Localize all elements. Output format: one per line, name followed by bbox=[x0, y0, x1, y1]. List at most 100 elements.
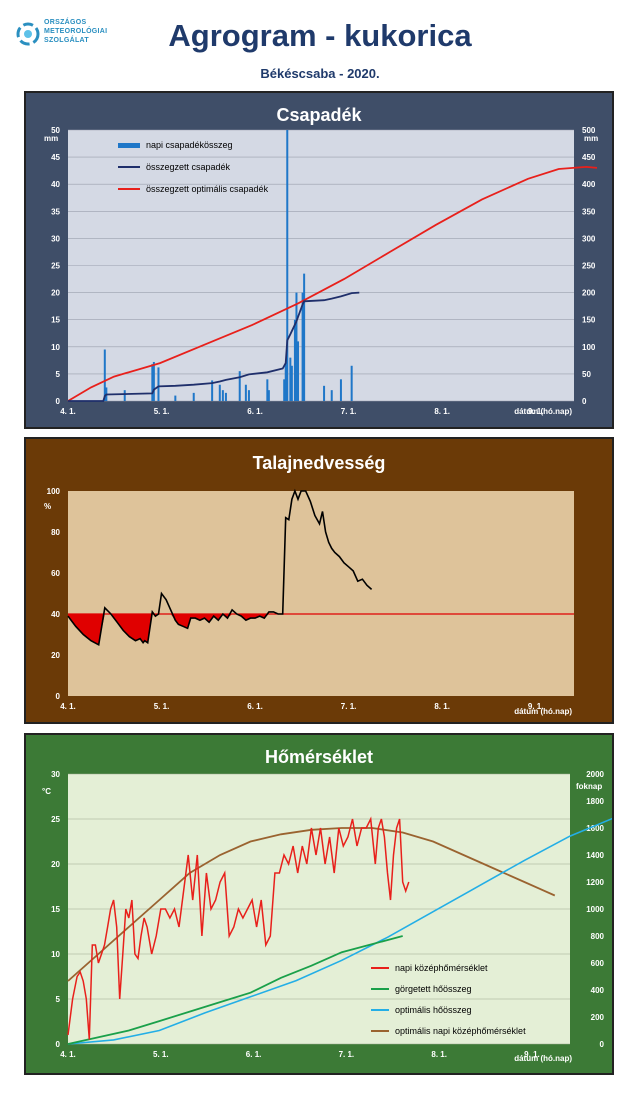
y-tick-right: 300 bbox=[582, 234, 596, 243]
rain-bar bbox=[244, 384, 247, 401]
series-heat-sum bbox=[67, 935, 403, 1045]
rain-bar bbox=[192, 392, 195, 401]
x-tick: 9. 1. bbox=[528, 702, 544, 711]
y-tick-left: 25 bbox=[51, 815, 60, 824]
legend-label: optimális napi középhőmérséklet bbox=[395, 1026, 526, 1036]
x-axis-label: dátum (hó.nap) bbox=[514, 407, 572, 416]
rain-bar bbox=[339, 379, 342, 401]
x-tick: 7. 1. bbox=[341, 407, 357, 416]
rain-bar bbox=[297, 341, 299, 401]
y-unit-left: mm bbox=[44, 134, 58, 143]
rain-bar bbox=[293, 319, 296, 401]
series-opt-heat-sum bbox=[67, 817, 612, 1045]
y-tick-right: 400 bbox=[591, 986, 605, 995]
rain-bar bbox=[350, 365, 353, 401]
rain-bar bbox=[267, 390, 270, 401]
y-tick-left: 0 bbox=[56, 397, 61, 406]
y-tick-left: 30 bbox=[51, 234, 60, 243]
rain-bar bbox=[303, 273, 306, 401]
y-tick-left: 20 bbox=[51, 289, 60, 298]
x-axis-label: dátum (hó.nap) bbox=[514, 1054, 572, 1063]
y-tick-right: 1000 bbox=[586, 905, 604, 914]
soil-moisture-panel: Talajnedvesség 0 20 40 60 80 100% 4. 1. 5. 1. 6. … bbox=[24, 437, 614, 724]
rain-bar bbox=[323, 385, 326, 401]
y-tick-left: 5 bbox=[56, 995, 61, 1004]
x-tick: 5. 1. bbox=[154, 702, 170, 711]
rain-bar bbox=[284, 363, 287, 401]
x-tick: 4. 1. bbox=[60, 702, 76, 711]
legend-label: napi középhőmérséklet bbox=[395, 963, 488, 973]
y-tick-right: 1200 bbox=[586, 878, 604, 887]
y-tick-left: 25 bbox=[51, 262, 60, 271]
y-tick-left: 10 bbox=[51, 950, 60, 959]
y-tick: 80 bbox=[51, 528, 60, 537]
page-title: Agrogram - kukorica bbox=[168, 18, 472, 53]
y-tick-left: 0 bbox=[56, 1040, 61, 1049]
y-tick-right: 0 bbox=[582, 397, 587, 406]
logo-text: ORSZÁGOS METEOROLÓGIAI SZOLGÁLAT bbox=[44, 19, 108, 44]
x-tick: 6. 1. bbox=[246, 1050, 262, 1059]
x-tick: 6. 1. bbox=[247, 407, 263, 416]
y-tick: 100 bbox=[47, 487, 61, 496]
rain-bar bbox=[157, 367, 160, 401]
y-tick-right: 200 bbox=[582, 289, 596, 298]
chart-title: Csapadék bbox=[276, 105, 362, 125]
rain-bar bbox=[283, 379, 286, 401]
legend-label: összegzett csapadék bbox=[146, 162, 231, 172]
x-tick: 9. 1. bbox=[524, 1050, 540, 1059]
legend-swatch-rain bbox=[118, 143, 140, 148]
series-opt-cum-rain bbox=[67, 165, 598, 402]
y-tick-right: 600 bbox=[591, 959, 605, 968]
rain-bar bbox=[123, 390, 126, 401]
y-tick-left: 35 bbox=[51, 207, 60, 216]
x-tick: 8. 1. bbox=[434, 702, 450, 711]
y-tick-right: 500 bbox=[582, 126, 596, 135]
precipitation-panel: Csapadék 0 5 10 15 20 25 30 35 40 45 50 0 50 100 150 200… bbox=[24, 91, 614, 429]
rain-bar bbox=[289, 357, 292, 401]
legend-label: összegzett optimális csapadék bbox=[146, 184, 269, 194]
x-axis-label: dátum (hó.nap) bbox=[514, 707, 572, 716]
y-tick-left: 40 bbox=[51, 180, 60, 189]
rain-bar bbox=[295, 292, 298, 401]
y-tick-left: 10 bbox=[51, 343, 60, 352]
y-tick-right: 250 bbox=[582, 262, 596, 271]
y-tick-right: 1800 bbox=[586, 797, 604, 806]
legend-label: napi csapadékösszeg bbox=[146, 140, 233, 150]
y-tick-left: 15 bbox=[51, 905, 60, 914]
y-tick-left: 45 bbox=[51, 153, 60, 162]
x-tick: 5. 1. bbox=[153, 1050, 169, 1059]
y-tick-right: 450 bbox=[582, 153, 596, 162]
y-tick-right: 350 bbox=[582, 207, 596, 216]
y-tick-right: 800 bbox=[591, 932, 605, 941]
y-tick-left: 15 bbox=[51, 316, 60, 325]
y-tick-right: 200 bbox=[591, 1013, 605, 1022]
chart-title: Hőmérséklet bbox=[265, 747, 373, 767]
series-soil-moisture bbox=[67, 488, 373, 647]
rain-bar bbox=[330, 390, 333, 401]
y-tick-right: 1400 bbox=[586, 851, 604, 860]
series-cum-rain bbox=[68, 291, 360, 402]
legend-label: görgetett hőösszeg bbox=[395, 984, 472, 994]
rain-bar bbox=[301, 292, 304, 401]
y-tick-left: 20 bbox=[51, 860, 60, 869]
rain-bar bbox=[221, 390, 224, 401]
legend-label: optimális hőösszeg bbox=[395, 1005, 472, 1015]
rain-bar bbox=[151, 364, 154, 401]
plot-area bbox=[68, 491, 574, 696]
temperature-chart: Hőmérséklet 0 5 10 15 20 25 30 0 200 400 600 800 1000… bbox=[42, 747, 612, 1063]
x-tick: 7. 1. bbox=[341, 702, 357, 711]
soil-moisture-chart: Talajnedvesség 0 20 40 60 80 100% 4. 1. 5. 1. 6. … bbox=[44, 453, 574, 716]
x-tick: 8. 1. bbox=[434, 407, 450, 416]
y-unit-right: foknap bbox=[576, 782, 602, 791]
x-tick: 4. 1. bbox=[60, 1050, 76, 1059]
y-tick: 20 bbox=[51, 651, 60, 660]
omsz-logo bbox=[16, 22, 40, 46]
x-tick: 6. 1. bbox=[247, 702, 263, 711]
rain-bar bbox=[174, 395, 177, 401]
temperature-panel: Hőmérséklet 0 5 10 15 20 25 30 0 200 400 600 800 1000… bbox=[24, 733, 614, 1075]
rain-bar bbox=[286, 130, 289, 401]
rain-bar bbox=[211, 380, 214, 401]
rain-bar bbox=[266, 379, 269, 401]
y-tick-right: 2000 bbox=[586, 770, 604, 779]
y-unit: % bbox=[44, 502, 51, 511]
